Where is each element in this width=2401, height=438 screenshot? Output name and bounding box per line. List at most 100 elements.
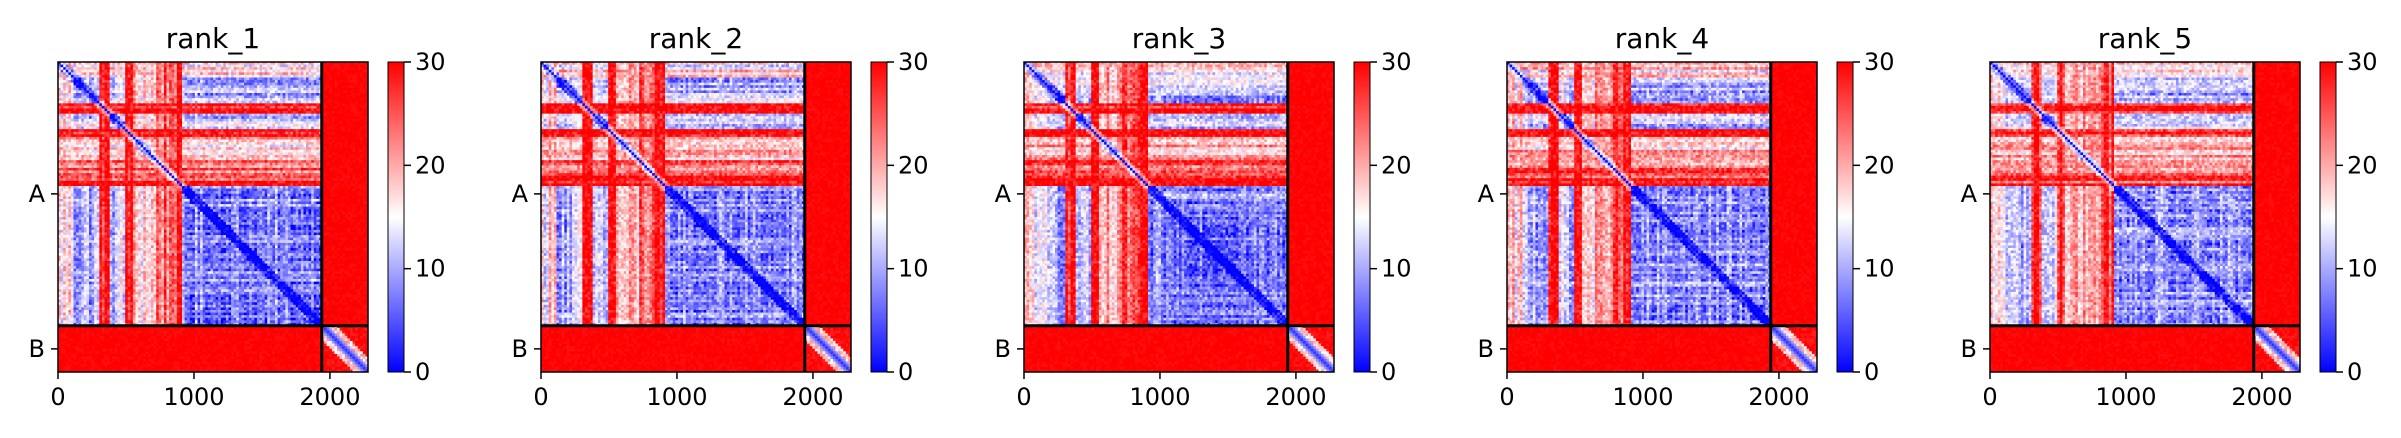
heatmap-cell xyxy=(123,132,126,135)
heatmap-cell xyxy=(107,127,110,130)
heatmap-cell xyxy=(283,96,286,99)
heatmap-cell xyxy=(288,72,291,75)
heatmap-cell xyxy=(200,85,203,88)
heatmap-cell xyxy=(79,80,82,83)
heatmap-cell xyxy=(110,98,113,101)
heatmap-cell xyxy=(123,98,126,101)
heatmap-cell xyxy=(112,96,115,99)
heatmap-cell xyxy=(309,70,312,73)
heatmap-cell xyxy=(231,116,234,119)
heatmap-cell xyxy=(210,103,213,106)
heatmap-cell xyxy=(185,78,188,81)
heatmap-cell xyxy=(94,88,97,91)
heatmap-cell xyxy=(241,80,244,83)
heatmap-cell xyxy=(327,65,330,68)
heatmap-cell xyxy=(146,114,149,117)
heatmap-cell xyxy=(249,119,252,122)
heatmap-cell xyxy=(262,116,265,119)
heatmap-cell xyxy=(350,111,353,114)
heatmap-cell xyxy=(138,90,141,93)
heatmap-cell xyxy=(298,109,301,112)
heatmap-cell xyxy=(164,106,167,109)
heatmap-cell xyxy=(92,119,95,122)
heatmap-cell xyxy=(110,132,113,135)
heatmap-cell xyxy=(156,129,159,132)
heatmap-cell xyxy=(115,70,118,73)
heatmap-cell xyxy=(257,109,260,112)
heatmap-cell xyxy=(288,129,291,132)
heatmap-cell xyxy=(68,116,71,119)
heatmap-cell xyxy=(236,96,239,99)
heatmap-cell xyxy=(275,124,278,127)
heatmap-cell xyxy=(130,119,133,122)
heatmap-cell xyxy=(136,103,139,106)
heatmap-cell xyxy=(105,78,108,81)
heatmap-cell xyxy=(159,109,162,112)
heatmap-cell xyxy=(133,96,136,99)
heatmap-cell xyxy=(267,109,270,112)
heatmap-cell xyxy=(92,98,95,101)
heatmap-cell xyxy=(241,119,244,122)
heatmap-cell xyxy=(63,65,66,68)
heatmap-cell xyxy=(216,90,219,93)
heatmap-cell xyxy=(161,70,164,73)
heatmap-cell xyxy=(81,90,84,93)
heatmap-cell xyxy=(342,67,345,70)
heatmap-cell xyxy=(244,90,247,93)
heatmap-cell xyxy=(154,75,157,78)
heatmap-cell xyxy=(138,83,141,86)
heatmap-cell xyxy=(231,111,234,114)
heatmap-cell xyxy=(187,70,190,73)
heatmap-cell xyxy=(99,65,102,68)
heatmap-cell xyxy=(120,124,123,127)
heatmap-cell xyxy=(179,132,182,135)
heatmap-cell xyxy=(301,83,304,86)
heatmap-cell xyxy=(107,78,110,81)
heatmap-cell xyxy=(138,114,141,117)
heatmap-cell xyxy=(234,103,237,106)
heatmap-cell xyxy=(84,67,87,70)
heatmap-cell xyxy=(167,90,170,93)
heatmap-cell xyxy=(265,72,268,75)
heatmap-cell xyxy=(182,65,185,68)
heatmap-cell xyxy=(167,129,170,132)
heatmap-cell xyxy=(283,124,286,127)
heatmap-cell xyxy=(63,106,66,109)
heatmap-cell xyxy=(143,98,146,101)
heatmap-cell xyxy=(296,75,299,78)
heatmap-cell xyxy=(205,111,208,114)
heatmap-cell xyxy=(303,129,306,132)
heatmap-cell xyxy=(190,83,193,86)
heatmap-cell xyxy=(353,119,356,122)
heatmap-cell xyxy=(223,65,226,68)
heatmap-cell xyxy=(247,121,250,124)
heatmap-cell xyxy=(296,78,299,81)
heatmap-cell xyxy=(316,65,319,68)
heatmap-cell xyxy=(347,83,350,86)
heatmap-cell xyxy=(187,90,190,93)
heatmap-cell xyxy=(324,67,327,70)
heatmap-cell xyxy=(239,96,242,99)
heatmap-cell xyxy=(272,83,275,86)
heatmap-cell xyxy=(68,75,71,78)
heatmap-cell xyxy=(146,70,149,73)
heatmap-cell xyxy=(198,101,201,104)
heatmap-cell xyxy=(172,93,175,96)
heatmap-cell xyxy=(260,114,263,117)
heatmap-cell xyxy=(76,103,79,106)
heatmap-cell xyxy=(260,111,263,114)
heatmap-cell xyxy=(177,109,180,112)
heatmap-cell xyxy=(81,70,84,73)
heatmap-cell xyxy=(353,78,356,81)
heatmap-cell xyxy=(280,88,283,91)
heatmap-cell xyxy=(314,90,317,93)
heatmap-cell xyxy=(156,75,159,78)
heatmap-cell xyxy=(296,65,299,68)
heatmap-cell xyxy=(128,78,131,81)
heatmap-cell xyxy=(210,85,213,88)
heatmap-cell xyxy=(89,67,92,70)
heatmap-cell xyxy=(291,121,294,124)
heatmap-cell xyxy=(195,109,198,112)
heatmap-cell xyxy=(151,132,154,135)
heatmap-cell xyxy=(262,114,265,117)
